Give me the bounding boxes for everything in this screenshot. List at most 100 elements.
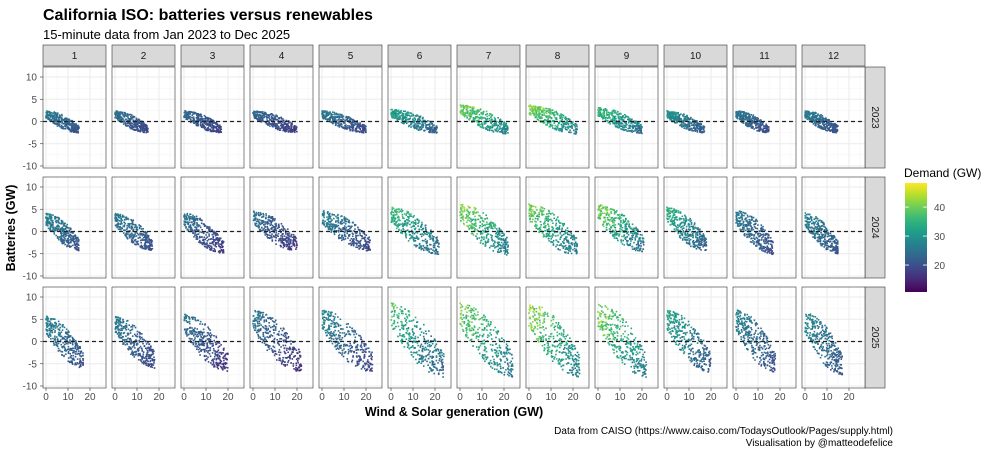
data-point [285, 119, 288, 122]
data-point [146, 234, 149, 237]
data-point [49, 112, 52, 114]
data-point [220, 126, 222, 128]
data-point [117, 116, 120, 119]
data-point [124, 233, 127, 236]
data-point [505, 130, 507, 133]
data-point [358, 125, 361, 127]
data-point [558, 127, 560, 130]
data-point [349, 125, 351, 128]
data-point [63, 236, 65, 238]
data-point [130, 225, 133, 228]
data-point [628, 120, 630, 123]
data-point [640, 130, 642, 132]
data-point [805, 112, 808, 115]
data-point [500, 122, 502, 125]
data-point [559, 129, 561, 132]
data-point [62, 127, 64, 130]
data-point [141, 128, 144, 130]
data-point [141, 126, 144, 129]
data-point [614, 125, 617, 127]
data-point [216, 125, 219, 128]
data-point [208, 125, 210, 127]
data-point [345, 126, 348, 128]
data-point [131, 220, 134, 222]
data-point [494, 119, 497, 121]
data-point [420, 125, 422, 128]
data-point [621, 118, 624, 121]
data-point [192, 231, 194, 233]
data-point [326, 118, 329, 120]
data-point [259, 114, 261, 116]
data-point [678, 115, 680, 117]
data-point [598, 112, 601, 114]
data-point [201, 228, 203, 231]
data-point [636, 121, 639, 123]
data-point [118, 113, 121, 115]
data-point [340, 126, 343, 128]
data-point [475, 119, 478, 122]
data-point [148, 248, 151, 251]
data-point [614, 117, 616, 120]
data-point [529, 104, 532, 106]
data-point [622, 115, 624, 118]
data-point [284, 122, 287, 125]
data-point [566, 128, 568, 131]
panel-border [456, 66, 521, 169]
data-point [435, 126, 438, 129]
data-point [192, 222, 195, 225]
data-point [54, 229, 56, 232]
data-point [822, 117, 825, 120]
data-point [466, 110, 469, 113]
data-point [118, 219, 121, 222]
data-point [45, 223, 48, 226]
data-point [75, 238, 78, 240]
data-point [205, 119, 207, 122]
data-point [362, 125, 365, 128]
data-point [549, 112, 551, 115]
data-point [216, 130, 219, 132]
data-point [830, 124, 833, 127]
data-point [765, 127, 767, 130]
data-point [66, 229, 68, 232]
data-point [752, 121, 754, 124]
data-point [68, 245, 71, 247]
data-point [821, 114, 824, 117]
data-point [73, 238, 75, 240]
data-point [338, 123, 340, 125]
data-point [267, 123, 270, 126]
data-point [277, 126, 280, 129]
data-point [137, 243, 140, 246]
data-point [133, 129, 136, 131]
data-point [69, 231, 72, 233]
data-point [53, 114, 56, 117]
data-point [198, 235, 201, 238]
data-point [198, 119, 201, 122]
data-point [674, 121, 676, 124]
data-point [338, 126, 341, 128]
data-point [143, 243, 146, 245]
data-point [478, 113, 481, 116]
data-point [211, 233, 214, 236]
data-point [561, 128, 563, 130]
data-point [49, 213, 51, 216]
data-point [555, 118, 557, 120]
data-point [765, 131, 768, 133]
data-point [143, 239, 145, 241]
data-point [62, 122, 65, 125]
data-point [759, 126, 762, 129]
data-point [70, 227, 72, 230]
data-point [74, 244, 77, 247]
panel-2024-2 [111, 176, 176, 279]
data-point [752, 126, 754, 128]
data-point [47, 213, 50, 215]
data-point [60, 232, 62, 235]
data-point [635, 124, 638, 127]
data-point [70, 128, 72, 131]
facet-label-month: 1 [72, 51, 78, 62]
data-point [561, 118, 564, 121]
data-point [485, 110, 488, 113]
data-point [504, 130, 506, 132]
data-point [553, 122, 556, 124]
data-point [403, 117, 406, 120]
data-point [685, 127, 687, 130]
